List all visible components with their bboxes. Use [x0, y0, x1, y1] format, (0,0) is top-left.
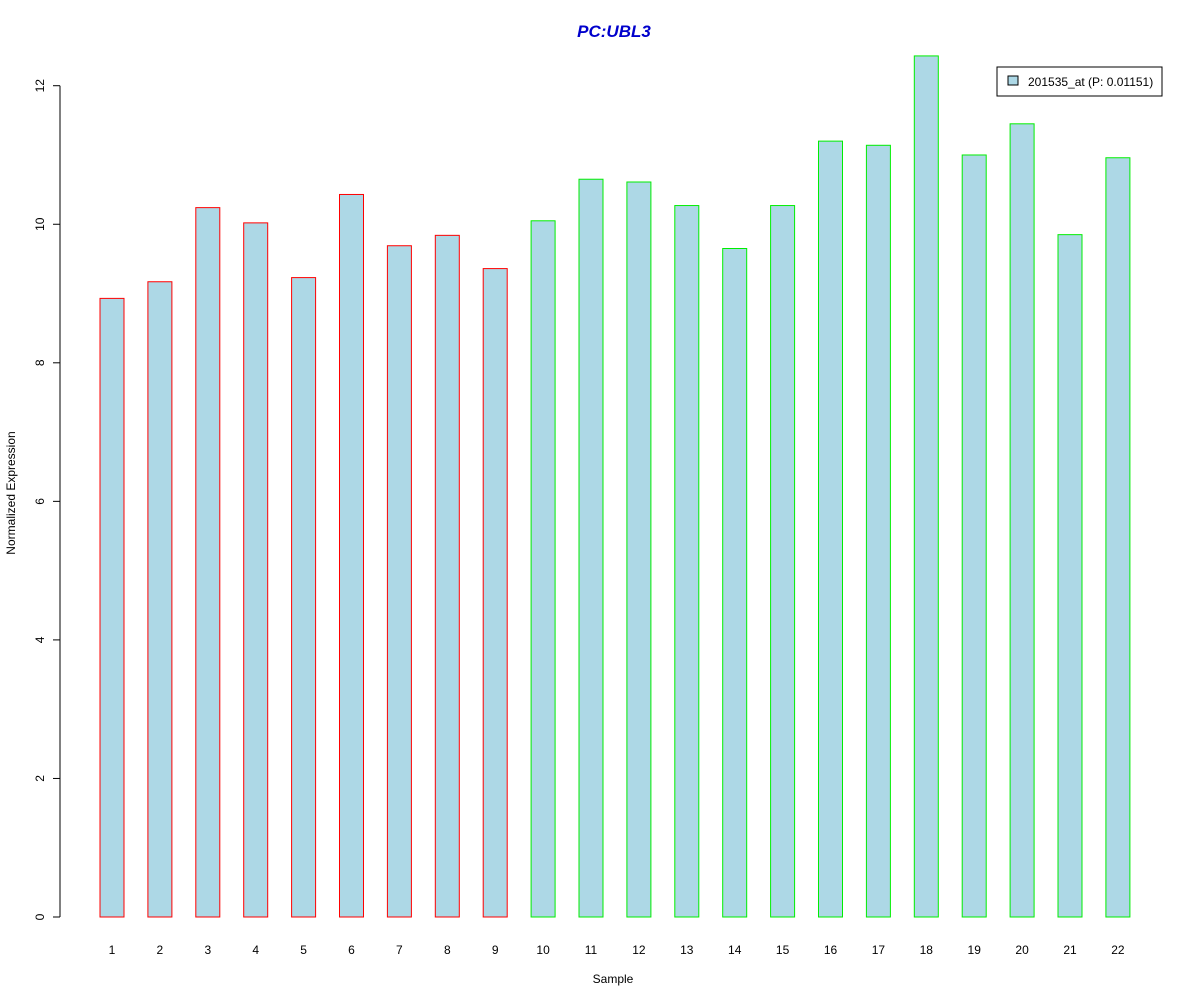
x-tick-label: 13	[680, 943, 694, 957]
bar-sample-13	[674, 205, 700, 918]
x-tick-label: 16	[824, 943, 838, 957]
x-tick-label: 4	[252, 943, 259, 957]
y-tick-label: 4	[33, 636, 47, 643]
x-axis-label: Sample	[593, 972, 634, 986]
x-tick-label: 18	[920, 943, 934, 957]
bar-sample-22	[1105, 157, 1131, 918]
bar-sample-14	[722, 248, 748, 918]
y-tick-label: 8	[33, 359, 47, 366]
bar-sample-18	[913, 55, 939, 918]
x-tick-label: 5	[300, 943, 307, 957]
x-tick-label: 10	[536, 943, 550, 957]
x-tick-label: 1	[109, 943, 116, 957]
y-axis-label: Normalized Expression	[4, 431, 18, 554]
x-tick-label: 9	[492, 943, 499, 957]
x-tick-label: 6	[348, 943, 355, 957]
x-tick-label: 8	[444, 943, 451, 957]
x-tick-label: 19	[968, 943, 982, 957]
bar-sample-21	[1057, 234, 1083, 918]
bar-sample-10	[530, 220, 556, 918]
bars	[99, 55, 1131, 918]
x-tick-label: 14	[728, 943, 742, 957]
y-tick-label: 12	[33, 79, 47, 93]
bar-sample-16	[818, 140, 843, 918]
x-tick-label: 2	[157, 943, 164, 957]
bar-sample-4	[243, 222, 269, 918]
bar-sample-8	[434, 234, 460, 918]
legend-label: 201535_at (P: 0.01151)	[1028, 75, 1153, 89]
x-tick-label: 11	[585, 943, 598, 957]
bar-sample-20	[1009, 123, 1035, 918]
bar-sample-6	[339, 193, 364, 918]
y-tick-label: 2	[33, 775, 47, 782]
x-tick-label: 3	[204, 943, 211, 957]
x-axis-tick-labels: 1 2 3 4 5 6 7 8 9 10 11 12 13 14 15 16 17 18 19 20 21 22	[109, 943, 1125, 957]
bar-sample-1	[99, 297, 125, 918]
y-axis: 0 2 4 6 8 10 12	[33, 79, 61, 920]
y-tick-label: 0	[33, 913, 47, 920]
y-tick-label: 10	[33, 217, 47, 231]
legend-swatch	[1007, 75, 1019, 86]
y-tick-label: 6	[33, 498, 47, 505]
legend-box	[996, 66, 1163, 97]
bar-sample-5	[291, 277, 317, 918]
bar-sample-15	[770, 205, 796, 918]
x-tick-label: 12	[632, 943, 646, 957]
bar-sample-17	[865, 144, 891, 918]
bar-sample-3	[195, 207, 221, 918]
x-tick-label: 15	[776, 943, 790, 957]
bar-sample-9	[482, 268, 508, 918]
x-tick-label: 21	[1063, 943, 1077, 957]
bar-sample-11	[578, 178, 604, 918]
bar-sample-12	[626, 181, 652, 918]
bar-sample-19	[961, 154, 987, 918]
x-tick-label: 17	[872, 943, 886, 957]
x-tick-label: 20	[1015, 943, 1029, 957]
legend: 201535_at (P: 0.01151)	[996, 66, 1163, 97]
chart-title: PC:UBL3	[577, 22, 651, 41]
x-tick-label: 7	[396, 943, 403, 957]
bar-sample-7	[386, 245, 412, 918]
bar-sample-2	[147, 281, 173, 918]
x-tick-label: 22	[1111, 943, 1125, 957]
